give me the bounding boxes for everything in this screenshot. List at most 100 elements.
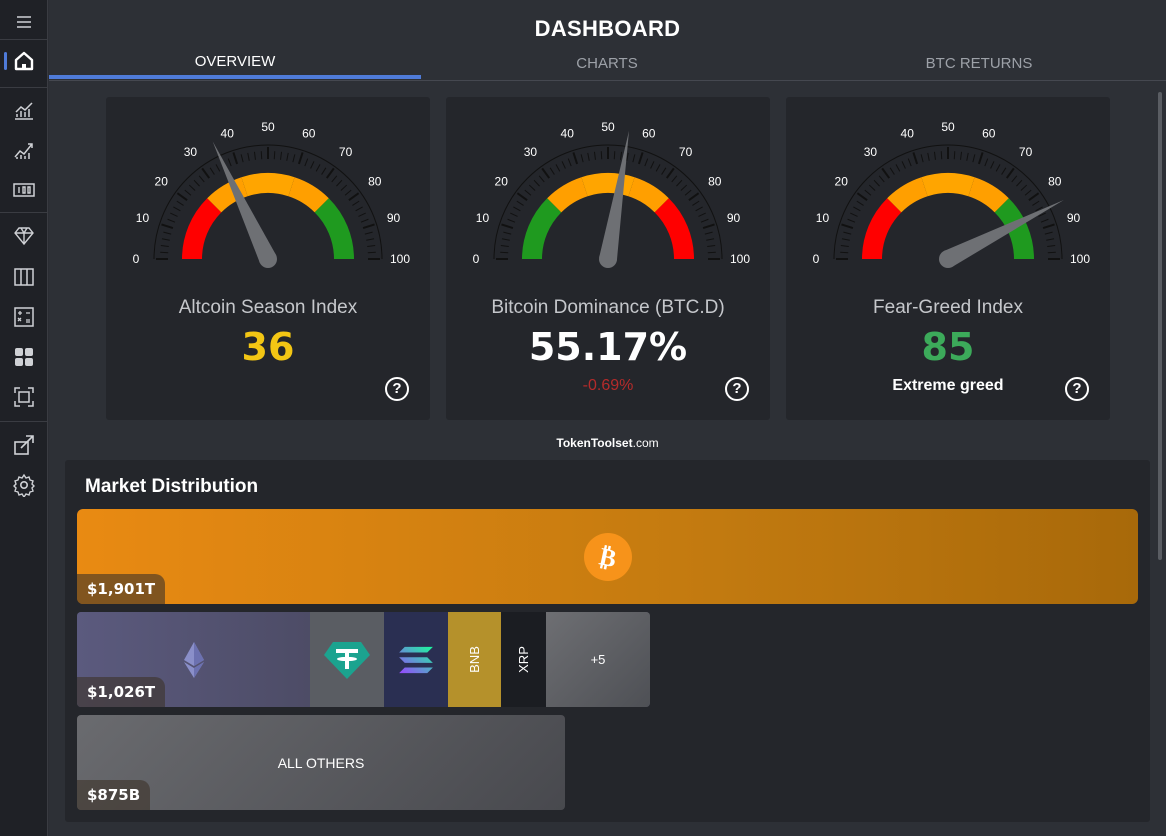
gauge-tick-label: 0 <box>133 252 140 266</box>
gauge-tick <box>873 179 880 187</box>
gauge-tick <box>500 251 509 254</box>
gauge-tick <box>655 164 661 172</box>
tab-btc-returns[interactable]: BTC RETURNS <box>925 55 1033 72</box>
columns-icon[interactable] <box>8 263 40 291</box>
gauge-tick-label: 10 <box>136 211 150 225</box>
bitcoin-tile[interactable]: ₿ $1,901T <box>77 509 1138 604</box>
gauge-tick-label: 50 <box>261 120 275 134</box>
gauge-band <box>887 177 929 213</box>
gauge-tick-label: 70 <box>679 145 693 159</box>
gauge-tick <box>676 179 683 187</box>
gauge-tick <box>364 231 373 235</box>
gauge-tick <box>843 231 852 235</box>
gauge-tick <box>507 218 516 223</box>
gauge-needle-hub <box>259 250 277 268</box>
solana-icon[interactable] <box>384 612 448 707</box>
gauge-tick <box>700 218 709 223</box>
gauge-tick-label: 100 <box>1070 252 1090 266</box>
gauge-tick <box>933 151 936 160</box>
gauge-tick <box>853 206 861 212</box>
gauge-tick-label: 50 <box>601 120 615 134</box>
gauge-tick <box>587 152 590 161</box>
gauge-tick-label: 20 <box>495 174 509 188</box>
gauge-tick <box>1016 179 1023 187</box>
grid-icon[interactable] <box>8 343 40 371</box>
brand-link[interactable]: TokenToolset.com <box>556 436 659 450</box>
gauge-tick <box>232 152 239 165</box>
gauge-tick <box>561 161 566 169</box>
calculator-icon[interactable] <box>8 303 40 331</box>
gauge-tick <box>160 244 169 247</box>
gauge-tick <box>362 223 375 230</box>
gauge-tick <box>366 238 375 241</box>
gauge-needle <box>943 199 1064 268</box>
gauge-tick <box>516 192 528 202</box>
gauge-tick <box>960 151 963 160</box>
gauge-tick <box>1020 184 1028 191</box>
gauge-tick <box>850 212 858 217</box>
gauge-tick <box>895 164 901 172</box>
gauge-band <box>547 177 589 213</box>
scrollbar[interactable] <box>1158 92 1162 560</box>
help-icon[interactable]: ? <box>1065 377 1089 401</box>
gauge-tick-label: 80 <box>708 174 722 188</box>
home-icon[interactable] <box>8 47 40 75</box>
gauge-tick <box>704 231 713 235</box>
gauge-needle <box>599 130 630 261</box>
gauge-needle-hub <box>939 250 957 268</box>
line-chart-icon[interactable] <box>8 96 40 124</box>
gauge-tick <box>176 192 188 202</box>
gauge-tick-label: 40 <box>901 126 915 140</box>
gauge-tick-label: 60 <box>642 126 656 140</box>
gauge-tick <box>856 200 864 206</box>
gauge-tick <box>613 151 616 160</box>
settings-icon[interactable] <box>8 471 40 499</box>
gauge-band <box>994 198 1034 260</box>
gauge-tick-label: 80 <box>368 174 382 188</box>
gauge-tick <box>868 184 876 191</box>
card-value: 85 <box>921 325 975 369</box>
tab-charts[interactable]: CHARTS <box>576 55 638 72</box>
trend-chart-icon[interactable] <box>8 136 40 164</box>
gauge-tick <box>184 189 192 196</box>
gauge-band <box>654 198 694 260</box>
svg-text:₿: ₿ <box>597 542 619 572</box>
gauge-tick <box>847 218 856 223</box>
card-value: 36 <box>241 325 295 369</box>
gauge-tick-label: 10 <box>476 211 490 225</box>
tether-icon[interactable] <box>310 612 384 707</box>
gauge-tick <box>637 152 644 165</box>
more-cell[interactable]: +5 <box>546 612 650 707</box>
gauge-tick <box>1011 175 1018 183</box>
active-tab-indicator <box>49 75 421 79</box>
gauge-tick <box>360 218 369 223</box>
gauge-tick <box>1047 251 1056 254</box>
section-title: Market Distribution <box>85 476 259 497</box>
gauge-tick <box>984 158 989 167</box>
all-others-tile[interactable]: ALL OTHERS $875B <box>77 715 565 810</box>
counter-icon[interactable] <box>8 176 40 204</box>
market-distribution-panel: Market Distribution ₿ $1,901T BNB XRP <box>65 460 1150 822</box>
focus-icon[interactable] <box>8 383 40 411</box>
gauge-tick <box>524 189 532 196</box>
gauge-tick <box>626 152 629 161</box>
card-title: Bitcoin Dominance (BTC.D) <box>491 297 725 318</box>
gauge-tick-label: 70 <box>339 145 353 159</box>
help-icon[interactable]: ? <box>725 377 749 401</box>
menu-icon[interactable] <box>8 8 40 36</box>
gauge-band <box>627 177 669 213</box>
gauge-tick-label: 0 <box>473 252 480 266</box>
external-link-icon[interactable] <box>8 431 40 459</box>
bnb-cell[interactable]: BNB <box>448 612 501 707</box>
gauge-tick <box>1044 231 1053 235</box>
tab-overview[interactable]: OVERVIEW <box>194 53 276 70</box>
xrp-cell[interactable]: XRP <box>501 612 546 707</box>
bitcoin-icon: ₿ <box>584 533 632 581</box>
gauge-tick <box>593 151 596 160</box>
gauge-tick <box>167 218 176 223</box>
gauge-tick <box>953 151 956 160</box>
gauge-tick <box>1038 212 1046 217</box>
diamond-icon[interactable] <box>8 222 40 250</box>
gauge-tick <box>163 231 172 235</box>
help-icon[interactable]: ? <box>385 377 409 401</box>
